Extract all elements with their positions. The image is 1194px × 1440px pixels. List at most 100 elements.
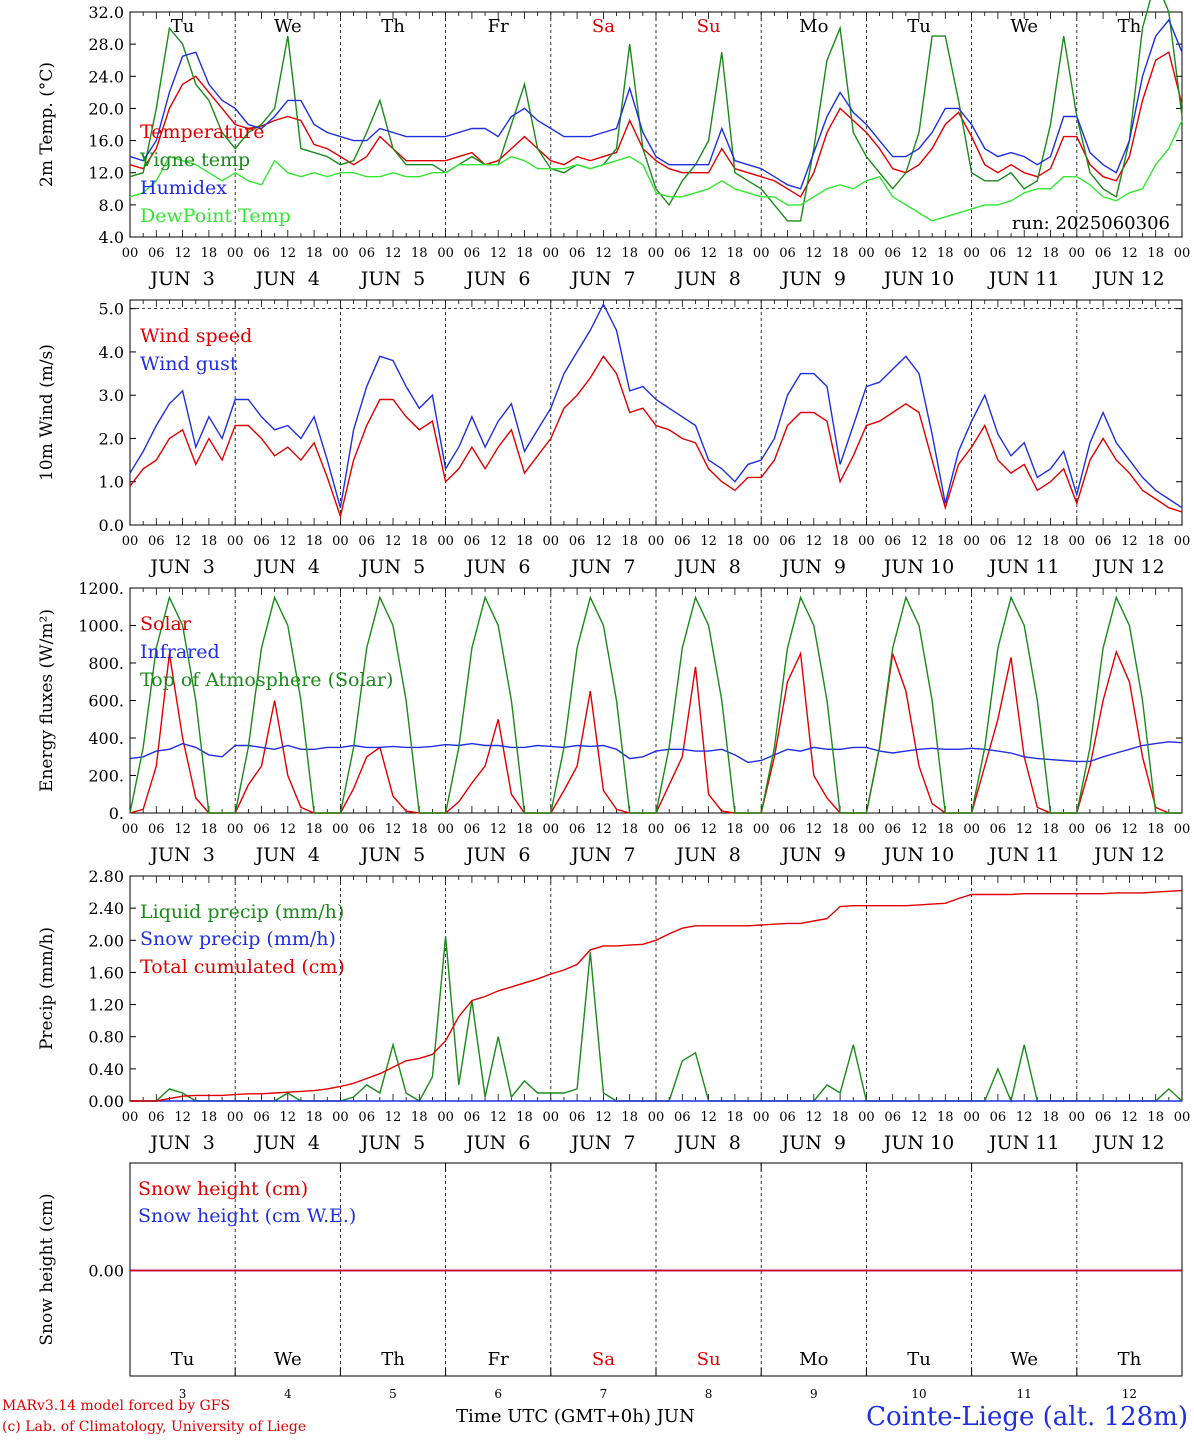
hour-tick-label: 12: [490, 822, 507, 837]
y-tick-label: 4.0: [99, 343, 124, 362]
hour-tick-label: 00: [963, 534, 980, 549]
panel-1: 4.0 8.0 12.0 16.0 20.0 24.0 28.0 32.0 2m Temp. (…: [37, 0, 1190, 290]
legend-entry: Top of Atmosphere (Solar): [140, 669, 393, 691]
weekday-label: Th: [1118, 16, 1142, 37]
date-label: JUN 7: [569, 268, 635, 290]
date-label: JUN 7: [569, 844, 635, 866]
hour-tick-label: 06: [674, 822, 691, 837]
hour-tick-label: 06: [990, 246, 1007, 261]
footer-station-name: Cointe-Liege (alt. 128m): [866, 1402, 1188, 1432]
date-label: JUN 9: [780, 268, 846, 290]
date-label: JUN 11: [987, 1132, 1059, 1154]
hour-tick-label: 12: [1016, 534, 1033, 549]
hour-tick-label: 12: [174, 822, 191, 837]
date-label: JUN 9: [780, 1132, 846, 1154]
hour-tick-label: 06: [1095, 534, 1112, 549]
hour-tick-label: 18: [621, 534, 638, 549]
y-tick-label: 16.0: [88, 132, 124, 151]
y-tick-label: 2.00: [88, 931, 124, 950]
hour-tick-label: 00: [1069, 1110, 1086, 1125]
hour-tick-label: 00: [858, 534, 875, 549]
hour-tick-label: 12: [1121, 246, 1138, 261]
panel-2: 0.0 1.0 2.0 3.0 4.0 5.0 10m Wind (m/s) Wind spe…: [37, 299, 1190, 578]
weekday-label: Th: [381, 1349, 405, 1370]
hour-tick-label: 12: [595, 246, 612, 261]
hour-tick-label: 00: [1174, 1110, 1191, 1125]
weekday-label: Th: [381, 16, 405, 37]
panel-frame: [129, 11, 1183, 238]
y-tick-label: 1.0: [99, 473, 124, 492]
hour-tick-label: 00: [227, 822, 244, 837]
hour-tick-label: 12: [806, 822, 823, 837]
hour-tick-label: 00: [963, 822, 980, 837]
hour-tick-label: 18: [1147, 246, 1164, 261]
hour-tick-label: 06: [990, 534, 1007, 549]
hour-tick-label: 12: [1016, 1110, 1033, 1125]
hour-tick-label: 06: [779, 246, 796, 261]
y-tick-label: 8.0: [99, 196, 124, 215]
hour-tick-label: 06: [148, 1110, 165, 1125]
weekday-label: Tu: [171, 1349, 195, 1370]
weekday-label: We: [274, 16, 302, 37]
weekday-label: Tu: [907, 16, 931, 37]
hour-tick-label: 00: [753, 534, 770, 549]
hour-tick-label: 12: [806, 246, 823, 261]
weekday-label: We: [274, 1349, 302, 1370]
hour-tick-label: 00: [332, 246, 349, 261]
hour-tick-label: 18: [306, 822, 323, 837]
hour-tick-label: 00: [648, 534, 665, 549]
y-tick-label: 1.60: [88, 963, 124, 982]
footer-time-axis-label: Time UTC (GMT+0h) JUN: [456, 1406, 695, 1427]
date-label: JUN 10: [882, 844, 954, 866]
hour-tick-label: 18: [201, 534, 218, 549]
hour-tick-label: 00: [437, 1110, 454, 1125]
date-label: JUN 4: [254, 556, 320, 578]
legend-entry: Snow height (cm W.E.): [138, 1205, 356, 1227]
day-number-label: 6: [494, 1387, 502, 1400]
hour-tick-label: 06: [779, 822, 796, 837]
hour-tick-label: 12: [174, 246, 191, 261]
hour-tick-label: 06: [569, 534, 586, 549]
y-tick-label: 24.0: [88, 67, 124, 86]
day-number-label: 11: [1017, 1387, 1032, 1400]
hour-tick-label: 06: [464, 822, 481, 837]
hour-tick-label: 12: [1121, 1110, 1138, 1125]
date-label: JUN 9: [780, 844, 846, 866]
weekday-label: Mo: [799, 16, 828, 37]
y-tick-label: 0.40: [88, 1060, 124, 1079]
hour-tick-label: 12: [490, 534, 507, 549]
hour-tick-label: 18: [832, 534, 849, 549]
hour-tick-label: 06: [358, 1110, 375, 1125]
hour-tick-label: 06: [148, 246, 165, 261]
date-label: JUN 12: [1092, 268, 1164, 290]
hour-tick-label: 06: [253, 534, 270, 549]
hour-tick-label: 00: [227, 246, 244, 261]
legend-entry: Humidex: [140, 177, 227, 199]
hour-tick-label: 12: [911, 1110, 928, 1125]
hour-tick-label: 06: [569, 1110, 586, 1125]
y-tick-label: 4.0: [99, 228, 124, 247]
series-line-2: [129, 741, 1183, 764]
hour-tick-label: 00: [648, 1110, 665, 1125]
hour-tick-label: 06: [569, 822, 586, 837]
panel-5: 0.00 Snow height (cm) Snow height (cm) Snow…: [37, 1162, 1183, 1400]
hour-tick-label: 18: [516, 246, 533, 261]
panel-4: 0.00 0.40 0.80 1.20 1.60 2.00 2.40 2.80 Precip (…: [37, 867, 1190, 1154]
hour-tick-label: 00: [963, 1110, 980, 1125]
date-label: JUN 5: [359, 268, 425, 290]
date-label: JUN 12: [1092, 556, 1164, 578]
hour-tick-label: 06: [884, 1110, 901, 1125]
hour-tick-label: 18: [1042, 822, 1059, 837]
hour-tick-label: 18: [411, 246, 428, 261]
series-line-1: [129, 355, 1183, 519]
day-number-label: 4: [284, 1387, 292, 1400]
hour-tick-label: 06: [148, 534, 165, 549]
hour-tick-label: 12: [1121, 822, 1138, 837]
hour-tick-label: 00: [227, 1110, 244, 1125]
hour-tick-label: 00: [227, 534, 244, 549]
hour-tick-label: 06: [464, 246, 481, 261]
hour-tick-label: 06: [990, 1110, 1007, 1125]
footer-lab-note: (c) Lab. of Climatology, University of L…: [2, 1419, 307, 1435]
hour-tick-label: 06: [674, 534, 691, 549]
y-tick-label: 1.20: [88, 996, 124, 1015]
